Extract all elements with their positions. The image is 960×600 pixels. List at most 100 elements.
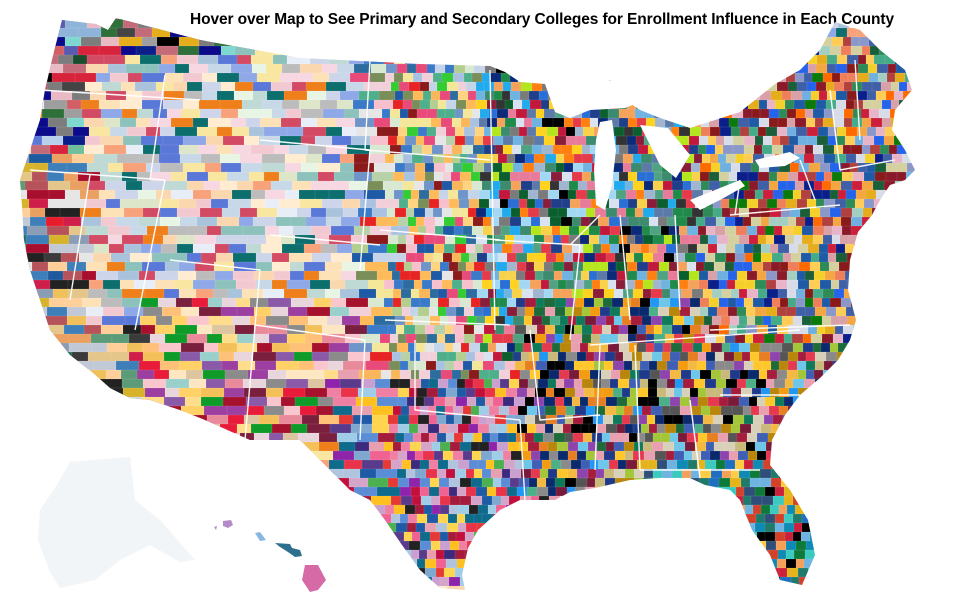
county-cell[interactable] [896, 540, 909, 551]
county-cell[interactable] [445, 306, 457, 317]
county-cell[interactable] [885, 279, 895, 290]
county-cell[interactable] [674, 90, 687, 101]
county-cell[interactable] [907, 396, 918, 407]
county-cell[interactable] [413, 234, 425, 245]
county-cell[interactable] [743, 459, 754, 470]
county-cell[interactable] [509, 369, 521, 380]
county-cell[interactable] [609, 432, 619, 443]
county-cell[interactable] [608, 549, 618, 560]
county-cell[interactable] [905, 27, 915, 38]
county-cell[interactable] [583, 279, 593, 290]
county-cell[interactable] [660, 225, 670, 236]
county-cell[interactable] [870, 117, 883, 128]
county-cell[interactable] [641, 351, 653, 362]
county-cell[interactable] [887, 45, 900, 56]
county-cell[interactable] [779, 261, 789, 272]
county-cell[interactable] [731, 108, 744, 119]
county-cell[interactable] [524, 504, 536, 515]
county-cell[interactable] [489, 432, 499, 443]
county-cell[interactable] [812, 288, 824, 299]
county-cell[interactable] [926, 145, 935, 155]
county-cell[interactable] [569, 198, 581, 209]
county-cell[interactable] [426, 63, 436, 74]
county-cell[interactable] [743, 549, 753, 560]
county-cell[interactable] [603, 360, 614, 371]
county-cell[interactable] [383, 297, 394, 308]
county-cell[interactable] [903, 522, 914, 533]
county-cell[interactable] [282, 441, 298, 463]
county-cell[interactable] [739, 126, 750, 137]
county-cell[interactable] [500, 126, 511, 137]
county-cell[interactable] [408, 387, 418, 398]
county-cell[interactable] [345, 513, 362, 531]
county-cell[interactable] [419, 486, 430, 497]
county-cell[interactable] [565, 126, 576, 137]
county-cell[interactable] [885, 27, 898, 38]
county-cell[interactable] [681, 342, 694, 353]
county-cell[interactable] [434, 135, 447, 146]
county-cell[interactable] [737, 117, 750, 128]
county-cell[interactable] [227, 549, 251, 567]
county-cell[interactable] [615, 135, 628, 146]
county-cell[interactable] [637, 549, 647, 560]
county-cell[interactable] [269, 10, 287, 26]
county-cell[interactable] [665, 81, 677, 92]
county-cell[interactable] [834, 504, 847, 515]
county-cell[interactable] [455, 351, 467, 362]
county-cell[interactable] [451, 252, 462, 263]
county-cell[interactable] [624, 450, 634, 461]
county-cell[interactable] [554, 306, 566, 317]
county-cell[interactable] [447, 189, 459, 200]
county-cell[interactable] [429, 297, 439, 308]
county-cell[interactable] [275, 522, 296, 545]
county-cell[interactable] [789, 162, 800, 173]
county-cell[interactable] [475, 10, 487, 20]
county-cell[interactable] [653, 324, 663, 335]
county-cell[interactable] [817, 387, 827, 398]
county-cell[interactable] [906, 351, 919, 362]
county-cell[interactable] [702, 288, 713, 299]
county-cell[interactable] [747, 171, 759, 182]
county-cell[interactable] [192, 468, 216, 490]
county-cell[interactable] [581, 144, 591, 155]
county-cell[interactable] [443, 153, 453, 164]
county-cell[interactable] [777, 180, 788, 191]
county-cell[interactable] [538, 207, 549, 218]
county-cell[interactable] [10, 36, 34, 52]
county-cell[interactable] [527, 207, 540, 218]
county-cell[interactable] [648, 216, 659, 227]
county-cell[interactable] [557, 279, 567, 290]
county-cell[interactable] [787, 63, 798, 74]
county-cell[interactable] [645, 171, 655, 182]
county-cell[interactable] [809, 207, 821, 218]
county-cell[interactable] [383, 279, 395, 290]
county-cell[interactable] [10, 261, 33, 282]
county-cell[interactable] [857, 54, 867, 65]
county-cell[interactable] [618, 171, 629, 182]
county-cell[interactable] [521, 450, 532, 461]
county-cell[interactable] [684, 108, 695, 119]
county-cell[interactable] [760, 252, 773, 263]
county-cell[interactable] [616, 396, 628, 407]
county-cell[interactable] [840, 468, 852, 479]
county-cell[interactable] [700, 450, 711, 461]
county-cell[interactable] [514, 513, 526, 524]
county-cell[interactable] [632, 576, 642, 587]
county-cell[interactable] [705, 576, 716, 587]
county-cell[interactable] [72, 360, 95, 376]
county-cell[interactable] [709, 126, 721, 137]
county-cell[interactable] [677, 477, 689, 488]
county-cell[interactable] [112, 396, 128, 419]
county-cell[interactable] [609, 378, 619, 389]
county-cell[interactable] [533, 135, 545, 146]
county-cell[interactable] [765, 441, 777, 452]
county-cell[interactable] [445, 99, 457, 110]
county-cell[interactable] [549, 180, 560, 191]
county-cell[interactable] [10, 378, 31, 401]
county-cell[interactable] [809, 531, 819, 542]
county-cell[interactable] [752, 252, 762, 263]
county-cell[interactable] [727, 396, 740, 407]
county-cell[interactable] [756, 540, 767, 551]
county-cell[interactable] [518, 441, 529, 452]
county-cell[interactable] [703, 261, 715, 272]
